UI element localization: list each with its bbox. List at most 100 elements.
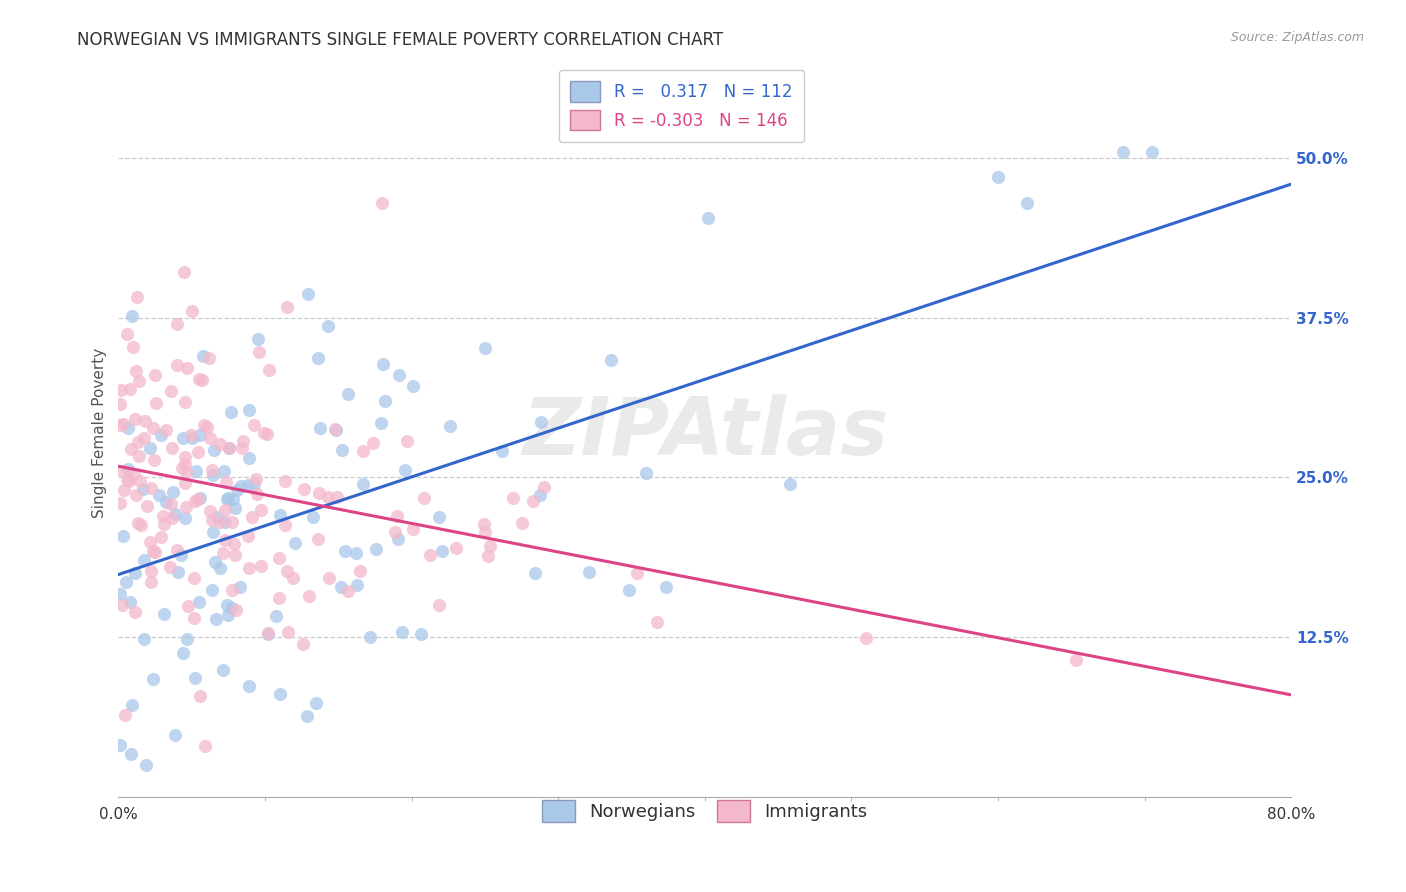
Point [186,464,208,478]
Point [292,482,315,496]
Point [229,580,252,594]
Point [298,589,321,603]
Point [391,624,413,639]
Y-axis label: Single Female Poverty: Single Female Poverty [93,348,107,517]
Point [370,416,392,430]
Point [108,418,131,433]
Point [120,595,142,609]
Point [307,351,329,365]
Point [269,687,291,701]
Point [432,544,454,558]
Point [218,441,240,455]
Point [427,509,450,524]
Point [166,542,188,557]
Point [208,516,231,530]
Point [242,510,264,524]
Point [215,598,238,612]
Point [195,419,218,434]
Point [256,426,278,441]
Point [165,728,187,742]
Point [323,422,346,436]
Point [111,598,134,612]
Point [388,368,411,382]
Point [224,537,246,551]
Point [373,357,395,371]
Point [118,474,141,488]
Point [111,464,134,478]
Point [221,491,243,506]
Point [477,549,499,564]
Point [172,431,194,445]
Point [214,515,236,529]
Point [214,502,236,516]
Point [180,304,202,318]
Point [128,449,150,463]
Point [491,444,513,458]
Point [385,508,408,523]
Point [224,500,246,515]
Point [214,533,236,548]
Point [253,426,276,441]
Point [127,290,149,304]
Point [142,544,165,558]
Point [173,476,195,491]
Point [191,373,214,387]
Point [121,698,143,712]
Point [326,491,349,505]
Point [231,441,253,455]
Point [173,511,195,525]
Point [205,510,228,524]
Point [1064,652,1087,666]
Point [394,463,416,477]
Point [194,739,217,753]
Point [655,580,678,594]
Point [419,548,441,562]
Point [176,500,198,515]
Point [129,474,152,488]
Point [474,517,496,532]
Point [250,559,273,574]
Point [143,545,166,559]
Point [371,195,394,210]
Point [170,548,193,562]
Point [125,363,148,377]
Point [224,548,246,562]
Point [135,758,157,772]
Point [166,317,188,331]
Point [295,709,318,723]
Point [219,405,242,419]
Point [427,598,450,612]
Point [173,457,195,471]
Point [384,524,406,539]
Point [148,488,170,502]
Point [202,443,225,458]
Point [121,309,143,323]
Point [125,488,148,502]
Point [474,341,496,355]
Point [115,326,138,341]
Point [305,696,328,710]
Point [395,434,418,448]
Point [205,612,228,626]
Point [374,393,396,408]
Point [188,689,211,703]
Point [238,403,260,417]
Point [115,473,138,487]
Point [212,664,235,678]
Point [181,431,204,445]
Text: NORWEGIAN VS IMMIGRANTS SINGLE FEMALE POVERTY CORRELATION CHART: NORWEGIAN VS IMMIGRANTS SINGLE FEMALE PO… [77,31,724,49]
Point [217,491,239,506]
Point [141,574,163,589]
Point [176,361,198,376]
Point [201,525,224,540]
Point [352,476,374,491]
Point [276,300,298,314]
Point [402,379,425,393]
Point [134,553,156,567]
Point [626,566,648,581]
Point [316,318,339,333]
Point [132,632,155,647]
Point [193,417,215,432]
Point [214,464,236,478]
Point [129,517,152,532]
